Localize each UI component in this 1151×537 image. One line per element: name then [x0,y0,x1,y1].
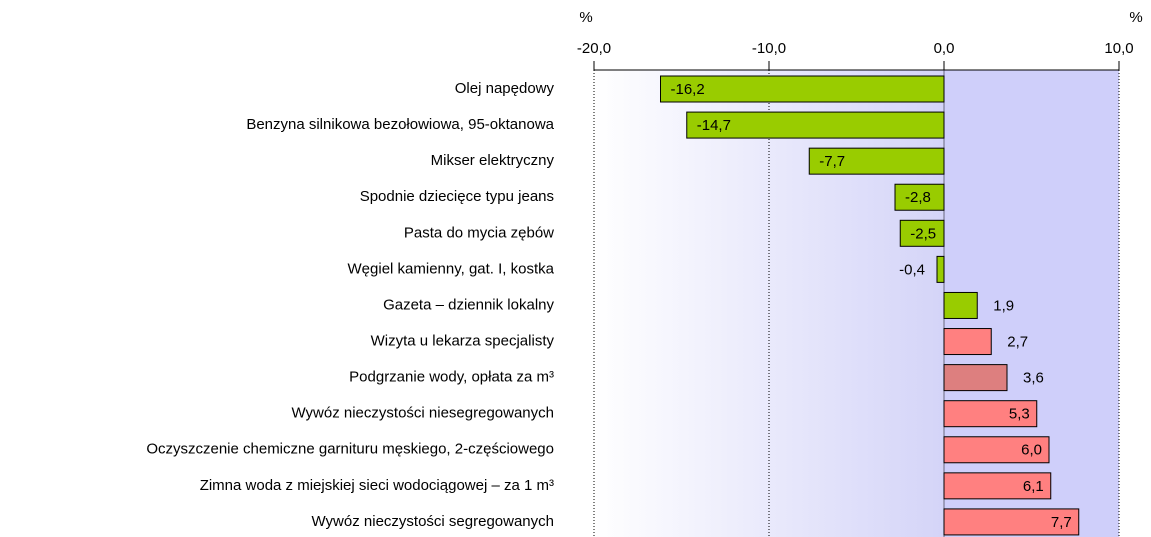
category-label: Podgrzanie wody, opłata za m³ [349,369,554,386]
x-unit-label: % [1129,9,1142,26]
value-label: 1,9 [993,297,1014,314]
bar [943,472,1052,500]
x-unit-label: % [579,9,592,26]
bar [943,291,978,319]
category-label: Węgiel kamienny, gat. I, kostka [348,260,555,277]
value-label: 7,7 [1051,514,1072,531]
bar [936,255,945,283]
bar [808,147,945,175]
value-label: 6,1 [1023,478,1044,495]
category-label: Mikser elektryczny [431,152,555,169]
bar [943,436,1050,464]
bar [899,219,945,247]
x-tick-label: 0,0 [934,40,955,57]
value-label: -2,5 [910,225,936,242]
category-label: Spodnie dziecięce typu jeans [360,188,554,205]
value-label: -2,8 [905,189,931,206]
category-label: Zimna woda z miejskiej sieci wodociągowe… [200,477,554,494]
bar [943,508,1080,536]
bar [943,400,1038,428]
value-label: -0,4 [899,261,925,278]
category-label: Olej napędowy [455,80,555,97]
category-label: Wywóz nieczystości segregowanych [312,513,554,530]
bar [686,111,945,139]
x-tick-label: -20,0 [577,40,611,57]
category-label: Wywóz nieczystości niesegregowanych [292,405,554,422]
bar [943,364,1008,392]
category-label: Wizyta u lekarza specjalisty [371,333,555,350]
value-label: 2,7 [1007,334,1028,351]
value-label: -7,7 [819,153,845,170]
value-label: 6,0 [1021,442,1042,459]
value-label: 3,6 [1023,370,1044,387]
category-label: Gazeta – dziennik lokalny [383,296,554,313]
value-label: -14,7 [697,117,731,134]
x-tick-label: -10,0 [752,40,786,57]
value-label: 5,3 [1009,406,1030,423]
category-label: Oczyszczenie chemiczne garnituru męskieg… [146,441,554,458]
bar [660,75,945,103]
bar [894,183,945,211]
bar [943,328,992,356]
category-label: Pasta do mycia zębów [404,224,554,241]
value-label: -16,2 [671,81,705,98]
x-tick-label: 10,0 [1104,40,1133,57]
category-label: Benzyna silnikowa bezołowiowa, 95-oktano… [246,116,554,133]
